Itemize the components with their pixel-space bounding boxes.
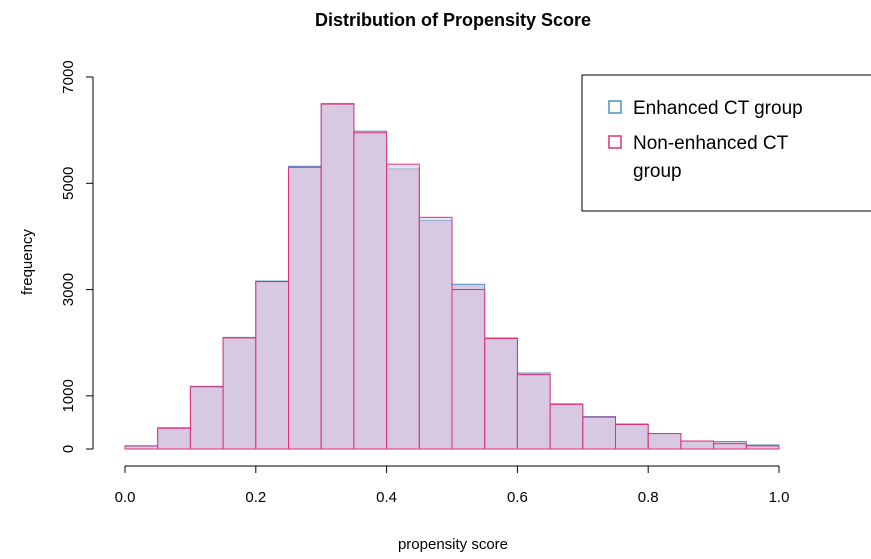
y-tick-label-2: 3000 [60,273,77,306]
legend-swatch-non-enhanced [608,135,622,149]
y-axis-label: frequency [19,229,36,295]
bar-non-enhanced-13 [549,403,584,450]
legend-swatch-enhanced [608,100,622,114]
x-tick-label-4: 0.8 [638,489,659,506]
x-tick-label-1: 0.2 [245,489,266,506]
bar-non-enhanced-19 [745,445,780,450]
x-tick-label-0: 0.0 [115,489,136,506]
x-tick-label-5: 1.0 [769,489,790,506]
x-tick-label-3: 0.6 [507,489,528,506]
bar-non-enhanced-15 [615,424,649,450]
bar-non-enhanced-18 [713,443,747,450]
legend-label-enhanced: Enhanced CT group [633,98,803,119]
y-tick-label-1: 1000 [60,379,77,412]
bar-non-enhanced-12 [516,374,551,450]
legend: Enhanced CT group Non-enhanced CT group [581,74,871,212]
bars-layer [124,103,780,450]
x-axis-label: propensity score [398,536,508,553]
bar-non-enhanced-10 [451,289,486,450]
legend-label-non-enhanced: Non-enhanced CT [633,133,789,154]
bar-non-enhanced-7 [353,132,388,450]
x-ticks: 0.0 0.2 0.4 0.6 0.8 1.0 [115,466,790,506]
bar-non-enhanced-4 [255,281,290,450]
y-tick-label-0: 0 [60,445,77,453]
legend-box [581,74,871,212]
bar-non-enhanced-3 [222,337,257,450]
legend-label-non-enhanced-line2: group [633,161,682,182]
bar-non-enhanced-11 [484,337,518,450]
bar-non-enhanced-1 [157,427,191,450]
bar-non-enhanced-2 [189,386,224,450]
y-tick-label-4: 7000 [60,60,77,93]
bar-non-enhanced-9 [418,216,453,450]
bar-non-enhanced-14 [582,416,616,450]
x-tick-label-2: 0.4 [376,489,397,506]
bar-non-enhanced-6 [320,103,355,450]
bar-non-enhanced-17 [680,440,715,450]
bar-non-enhanced-0 [124,445,159,450]
y-ticks: 0 1000 3000 5000 7000 [60,60,93,453]
bar-non-enhanced-8 [386,163,420,450]
chart-title: Distribution of Propensity Score [315,10,591,30]
y-tick-label-3: 5000 [60,167,77,200]
bar-non-enhanced-16 [647,433,682,450]
bar-non-enhanced-5 [288,166,322,450]
